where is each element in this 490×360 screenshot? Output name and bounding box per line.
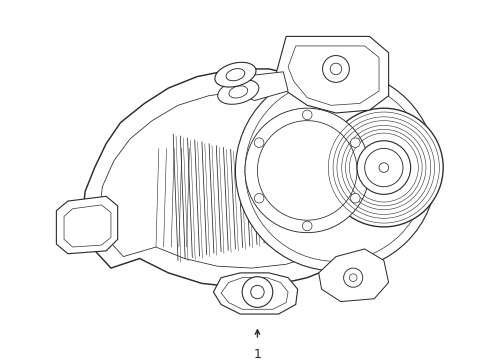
Ellipse shape — [218, 80, 259, 104]
Ellipse shape — [343, 268, 363, 287]
Ellipse shape — [251, 285, 264, 299]
Ellipse shape — [229, 86, 247, 98]
Ellipse shape — [242, 277, 273, 307]
Ellipse shape — [324, 108, 443, 227]
Polygon shape — [338, 125, 401, 196]
Ellipse shape — [215, 62, 256, 87]
Ellipse shape — [245, 108, 369, 233]
Ellipse shape — [365, 148, 403, 187]
Ellipse shape — [257, 121, 357, 220]
Ellipse shape — [330, 63, 342, 75]
Polygon shape — [82, 69, 393, 287]
Ellipse shape — [349, 274, 357, 282]
Polygon shape — [214, 273, 297, 314]
Ellipse shape — [302, 110, 312, 120]
Ellipse shape — [235, 70, 437, 271]
Polygon shape — [318, 249, 389, 302]
Ellipse shape — [350, 193, 360, 203]
Ellipse shape — [302, 221, 312, 231]
Ellipse shape — [379, 163, 389, 172]
Text: 1: 1 — [253, 347, 261, 360]
Polygon shape — [238, 72, 288, 100]
Polygon shape — [64, 205, 111, 247]
Ellipse shape — [322, 55, 349, 82]
Ellipse shape — [254, 193, 264, 203]
Ellipse shape — [254, 138, 264, 148]
Ellipse shape — [357, 141, 411, 194]
Polygon shape — [276, 36, 389, 113]
Ellipse shape — [350, 138, 360, 148]
Polygon shape — [56, 196, 118, 254]
Ellipse shape — [226, 69, 245, 81]
